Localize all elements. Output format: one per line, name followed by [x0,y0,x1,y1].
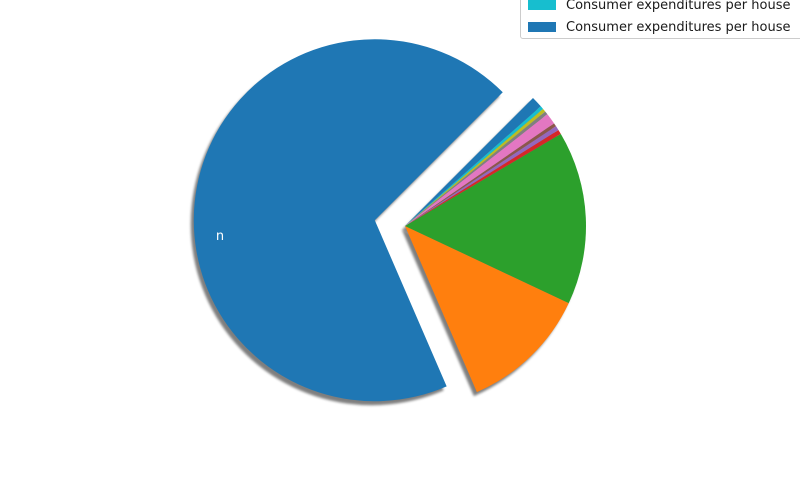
pie-slice-layer [193,39,586,402]
legend-label: Consumer expenditures per house [566,0,791,13]
pie-slice [405,226,569,393]
pie-slice [405,98,541,226]
legend-label: Consumer expenditures per house [566,19,791,35]
pie-slice [405,123,556,226]
pie-slice-label: n [216,229,224,244]
pie-slice [405,133,586,304]
legend-entry: Consumer expenditures per house [528,16,800,38]
pie-slice [405,126,559,226]
pie-slice [405,111,548,226]
pie-slice [193,39,503,402]
legend-entry: Consumer expenditures per house [528,0,800,16]
legend: Consumer expenditures per house Consumer… [520,0,800,39]
pie-label-layer: n [216,229,224,244]
legend-swatch [528,22,556,32]
pie-slice [405,106,544,226]
pie-slice [405,108,546,226]
legend-swatch [528,0,556,10]
pie-slice [405,114,555,226]
pie-slice [405,129,561,226]
